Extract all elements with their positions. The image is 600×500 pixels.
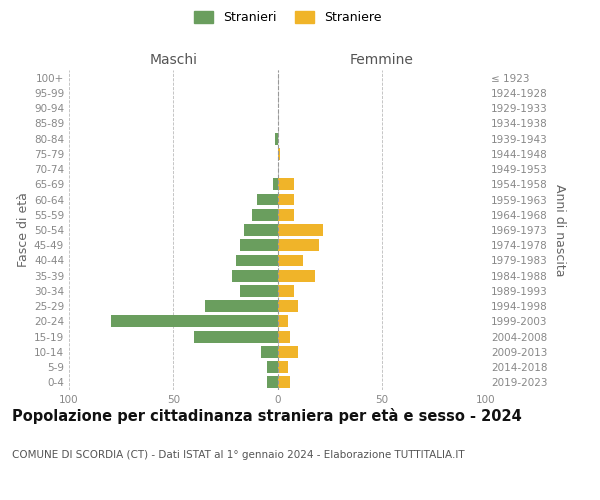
Text: COMUNE DI SCORDIA (CT) - Dati ISTAT al 1° gennaio 2024 - Elaborazione TUTTITALIA: COMUNE DI SCORDIA (CT) - Dati ISTAT al 1… [12, 450, 464, 460]
Bar [277, 300, 298, 312]
Bar [261, 346, 277, 358]
Bar [240, 285, 277, 297]
Text: Maschi: Maschi [149, 54, 197, 68]
Bar [275, 132, 277, 144]
Bar [110, 316, 277, 328]
Bar [277, 361, 288, 373]
Bar [267, 376, 277, 388]
Legend: Stranieri, Straniere: Stranieri, Straniere [190, 6, 386, 29]
Bar [277, 209, 294, 220]
Bar [277, 224, 323, 236]
Bar [277, 240, 319, 251]
Bar [244, 224, 277, 236]
Bar [277, 254, 302, 266]
Bar [277, 285, 294, 297]
Bar [277, 316, 288, 328]
Bar [240, 240, 277, 251]
Bar [277, 330, 290, 342]
Bar [236, 254, 277, 266]
Bar [267, 361, 277, 373]
Bar [253, 209, 277, 220]
Text: Femmine: Femmine [350, 54, 413, 68]
Bar [277, 178, 294, 190]
Y-axis label: Fasce di età: Fasce di età [17, 192, 30, 268]
Bar [257, 194, 277, 205]
Bar [277, 194, 294, 205]
Bar [194, 330, 277, 342]
Bar [277, 270, 315, 281]
Bar [205, 300, 277, 312]
Bar [277, 346, 298, 358]
Bar [232, 270, 277, 281]
Text: Popolazione per cittadinanza straniera per età e sesso - 2024: Popolazione per cittadinanza straniera p… [12, 408, 522, 424]
Bar [277, 148, 280, 160]
Bar [274, 178, 277, 190]
Y-axis label: Anni di nascita: Anni di nascita [553, 184, 566, 276]
Bar [277, 376, 290, 388]
